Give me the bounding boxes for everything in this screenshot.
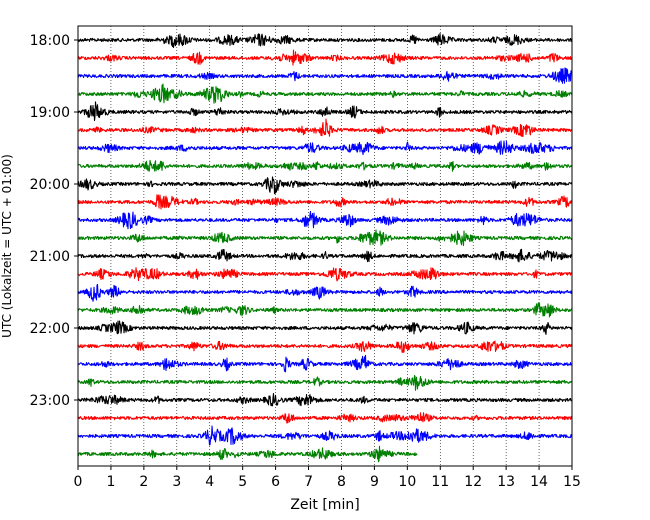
seismic-trace xyxy=(77,211,573,230)
seismic-trace xyxy=(77,159,573,172)
seismic-trace xyxy=(77,101,573,122)
seismic-trace xyxy=(77,267,573,282)
y-tick-label: 19:00 xyxy=(30,105,70,121)
seismic-trace xyxy=(77,340,573,353)
seismic-trace xyxy=(77,412,573,424)
x-tick-label: 14 xyxy=(530,474,548,490)
seismic-trace xyxy=(77,375,573,391)
x-tick-label: 10 xyxy=(398,474,416,490)
y-axis: 18:00 19:00 20:00 21:00 22:00 23:00 xyxy=(30,33,78,409)
seismic-trace xyxy=(77,302,573,318)
y-tick-label: 20:00 xyxy=(30,177,70,193)
seismic-trace xyxy=(77,283,573,302)
x-tick-label: 3 xyxy=(172,474,181,490)
seismic-trace xyxy=(77,49,573,66)
y-tick-label: 22:00 xyxy=(30,321,70,337)
seismic-trace xyxy=(77,229,573,247)
y-tick-label: 21:00 xyxy=(30,249,70,265)
x-tick-label: 1 xyxy=(106,474,115,490)
seismic-trace xyxy=(77,248,573,263)
seismic-trace xyxy=(77,320,573,335)
y-axis-label: UTC (Lokalzeit = UTC + 01:00) xyxy=(0,154,14,338)
seismic-trace xyxy=(77,83,573,104)
trace-group xyxy=(77,32,573,463)
seismic-trace xyxy=(77,176,573,195)
x-tick-label: 5 xyxy=(238,474,247,490)
seismic-trace xyxy=(77,140,573,156)
x-tick-label: 0 xyxy=(74,474,83,490)
y-tick-label: 23:00 xyxy=(30,393,70,409)
x-tick-label: 2 xyxy=(139,474,148,490)
seismic-trace xyxy=(77,194,573,210)
x-tick-label: 13 xyxy=(497,474,515,490)
seismic-trace xyxy=(77,67,573,84)
x-axis-label: Zeit [min] xyxy=(290,497,359,513)
x-tick-label: 7 xyxy=(304,474,313,490)
plot-frame xyxy=(77,25,573,467)
seismic-trace xyxy=(77,445,418,463)
seismic-trace xyxy=(77,32,573,48)
seismic-trace xyxy=(77,425,573,446)
x-tick-label: 8 xyxy=(337,474,346,490)
x-tick-label: 11 xyxy=(431,474,449,490)
x-tick-label: 12 xyxy=(464,474,482,490)
x-tick-label: 15 xyxy=(563,474,581,490)
y-tick-label: 18:00 xyxy=(30,33,70,49)
seismic-trace xyxy=(77,118,573,138)
x-tick-label: 9 xyxy=(370,474,379,490)
seismic-trace xyxy=(77,392,573,407)
grid-lines xyxy=(110,26,540,466)
seismic-trace xyxy=(77,354,573,373)
x-axis: 0 1 2 3 4 5 6 7 8 9 10 11 12 13 14 15 xyxy=(74,466,581,490)
x-tick-label: 6 xyxy=(271,474,280,490)
x-tick-label: 4 xyxy=(205,474,214,490)
